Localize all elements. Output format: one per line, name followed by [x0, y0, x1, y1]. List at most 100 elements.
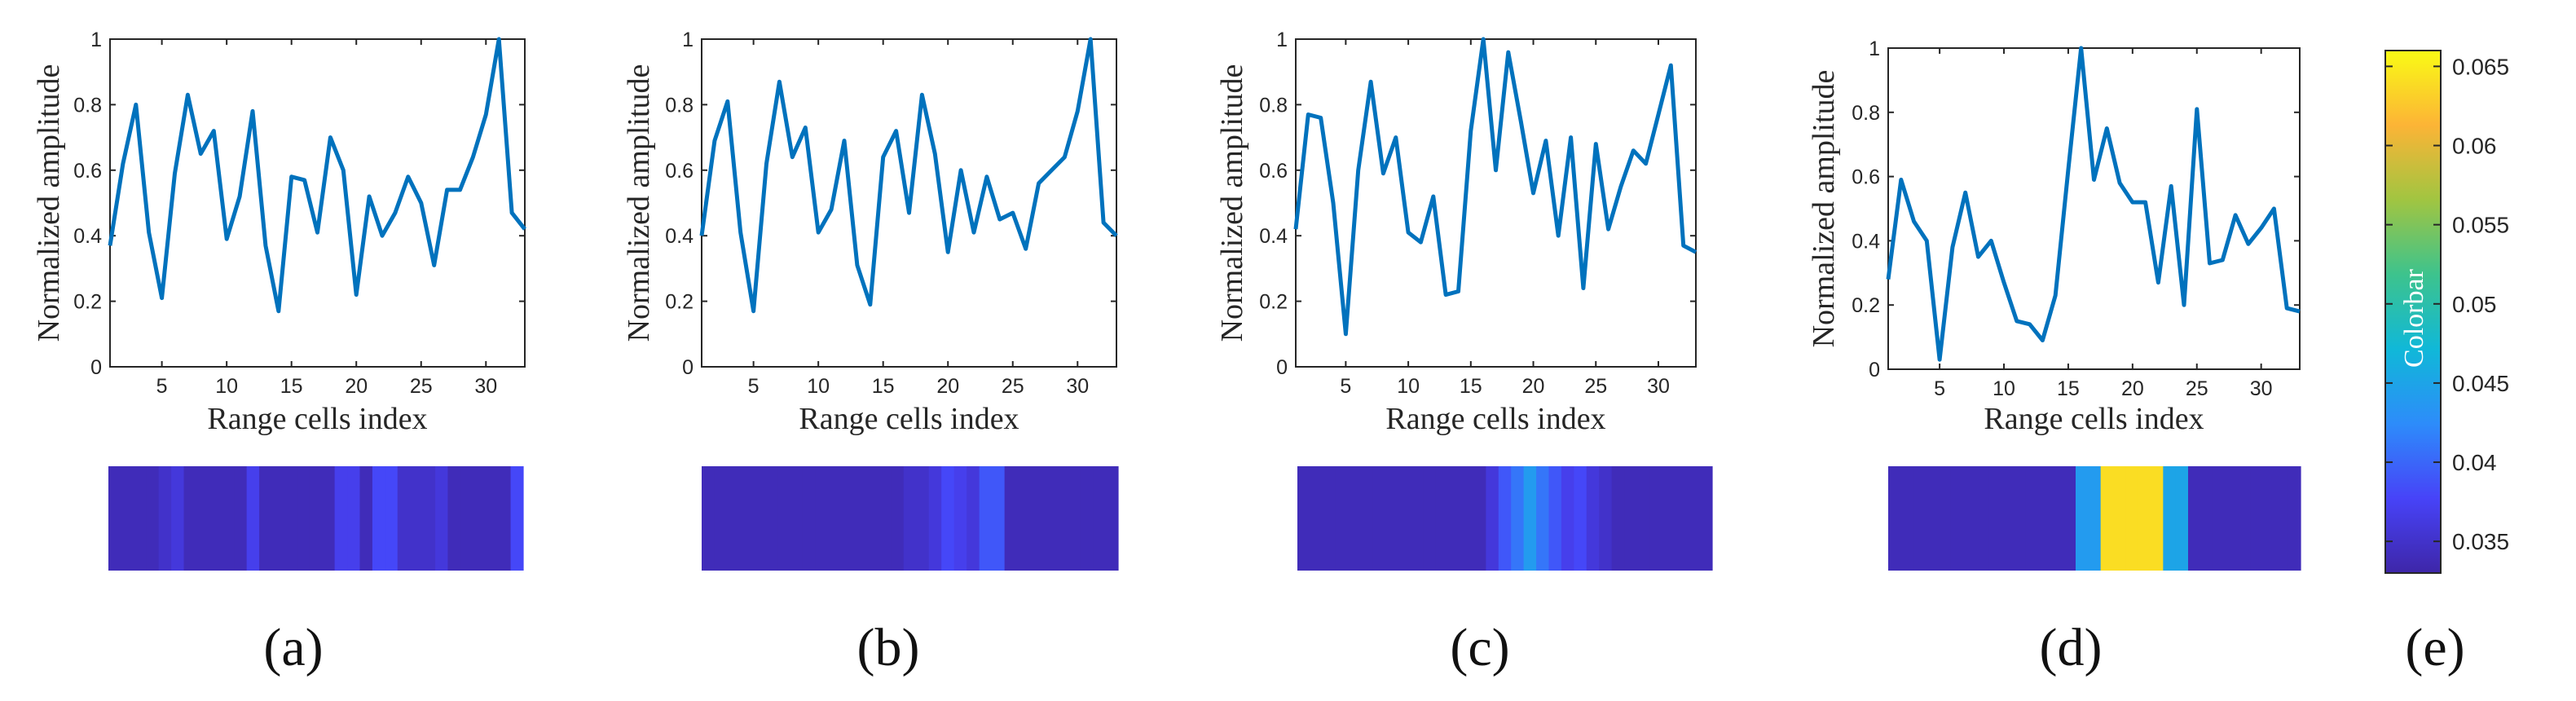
- y-tick-label: 0.6: [1852, 166, 1880, 189]
- heatmap-cell: [992, 466, 1006, 571]
- x-axis-title: Range cells index: [799, 402, 1019, 436]
- heatmap-cell: [1574, 466, 1587, 571]
- heatmap-cell: [171, 466, 185, 571]
- heatmap-cell: [1385, 466, 1398, 571]
- y-axis-title: Normalized amplitude: [622, 64, 656, 342]
- heatmap-cell: [1423, 466, 1437, 571]
- heatmap-cell: [2125, 466, 2139, 571]
- x-tick-label: 5: [156, 375, 168, 398]
- heatmap-cell: [1561, 466, 1574, 571]
- heatmap-cell: [1105, 466, 1119, 571]
- heatmap-cell: [510, 466, 524, 571]
- heatmap-cell: [1042, 466, 1056, 571]
- heatmap-cell: [1460, 466, 1474, 571]
- series-line: [108, 37, 526, 314]
- heatmap-cell: [2100, 466, 2114, 571]
- y-tick-label: 0.4: [1852, 230, 1880, 253]
- x-axis-title: Range cells index: [1984, 402, 2204, 436]
- heatmap-strip: [702, 466, 1119, 571]
- x-tick-label: 25: [2186, 377, 2208, 400]
- heatmap-cell: [1674, 466, 1688, 571]
- heatmap-cell: [334, 466, 348, 571]
- y-axis-title: Normalized amplitude: [1215, 64, 1249, 342]
- heatmap-cell: [234, 466, 248, 571]
- heatmap-cell: [271, 466, 285, 571]
- heatmap-cell: [2076, 466, 2089, 571]
- heatmap-cell: [1536, 466, 1550, 571]
- heatmap-cell: [1511, 466, 1525, 571]
- heatmap-cell: [498, 466, 512, 571]
- y-tick-label: 0.4: [665, 225, 694, 248]
- x-tick-label: 30: [2250, 377, 2273, 400]
- heatmap-cell: [1448, 466, 1462, 571]
- heatmap-cell: [397, 466, 411, 571]
- heatmap-cell: [1900, 466, 1914, 571]
- heatmap-cell: [1080, 466, 1094, 571]
- colorbar-gradient: [2385, 51, 2441, 573]
- plot-axes-box: [1887, 47, 2301, 370]
- x-tick-label: 15: [872, 375, 895, 398]
- colorbar-tick-label: 0.065: [2452, 54, 2509, 79]
- heatmap-cell: [1926, 466, 1939, 571]
- panel-a: 5 10 15 20 25 30 0 0.2 0.4 0.6 0.8 1 Range cells ind…: [32, 29, 526, 677]
- heatmap-cell: [2151, 466, 2164, 571]
- heatmap-cell: [2188, 466, 2201, 571]
- heatmap-cell: [802, 466, 816, 571]
- heatmap-cell: [1435, 466, 1449, 571]
- heatmap-cell: [435, 466, 449, 571]
- heatmap-cell: [1473, 466, 1486, 571]
- x-tick-label: 20: [2121, 377, 2144, 400]
- plot-axes-box: [109, 38, 526, 368]
- heatmap-cell: [1093, 466, 1107, 571]
- heatmap-cell: [1310, 466, 1323, 571]
- heatmap-cell: [196, 466, 209, 571]
- heatmap-cell: [422, 466, 436, 571]
- heatmap-cell: [1523, 466, 1537, 571]
- x-axis-title: Range cells index: [1385, 402, 1605, 436]
- heatmap-cell: [1649, 466, 1662, 571]
- heatmap-cell: [2263, 466, 2276, 571]
- heatmap-cell: [158, 466, 172, 571]
- heatmap-cell: [1938, 466, 1952, 571]
- heatmap-cell: [2088, 466, 2102, 571]
- colorbar-tick-label: 0.045: [2452, 371, 2509, 396]
- heatmap-cell: [410, 466, 424, 571]
- heatmap-cell: [1322, 466, 1336, 571]
- heatmap-cell: [309, 466, 323, 571]
- heatmap-cell: [2063, 466, 2076, 571]
- panel-b: 5 10 15 20 25 30 0 0.2 0.4 0.6 0.8 1 Range cells ind…: [622, 29, 1119, 677]
- x-tick-label: 10: [1397, 375, 1420, 398]
- heatmap-cell: [1599, 466, 1613, 571]
- panel-e: 0.035 0.04 0.045 0.05 0.055 0.06 0.065 Colorbar…: [2384, 50, 2509, 677]
- heatmap-cell: [1888, 466, 1901, 571]
- heatmap-cell: [1687, 466, 1701, 571]
- heatmap-cell: [1913, 466, 1926, 571]
- heatmap-cell: [1372, 466, 1386, 571]
- heatmap-cell: [1963, 466, 1976, 571]
- heatmap-cell: [739, 466, 753, 571]
- heatmap-cell: [1586, 466, 1600, 571]
- x-tick-label: 20: [1522, 375, 1545, 398]
- heatmap-cell: [183, 466, 197, 571]
- heatmap-cell: [1347, 466, 1361, 571]
- heatmap-cell: [2275, 466, 2289, 571]
- x-tick-label: 15: [280, 375, 303, 398]
- heatmap-cell: [764, 466, 778, 571]
- x-tick-label: 10: [807, 375, 830, 398]
- heatmap-cell: [473, 466, 487, 571]
- heatmap-cell: [1699, 466, 1713, 571]
- heatmap-cell: [2200, 466, 2214, 571]
- y-tick-label: 0.4: [1259, 225, 1288, 248]
- heatmap-cell: [726, 466, 741, 571]
- panel-label: (b): [857, 618, 920, 677]
- heatmap-cell: [372, 466, 385, 571]
- y-tick-label: 0.2: [665, 291, 694, 314]
- heatmap-cell: [1004, 466, 1018, 571]
- y-tick-label: 0.4: [73, 225, 102, 248]
- heatmap-cell: [2025, 466, 2039, 571]
- y-tick-label: 0.8: [665, 94, 694, 117]
- heatmap-cell: [777, 466, 790, 571]
- heatmap-cell: [284, 466, 297, 571]
- y-tick-label: 0.6: [73, 160, 102, 183]
